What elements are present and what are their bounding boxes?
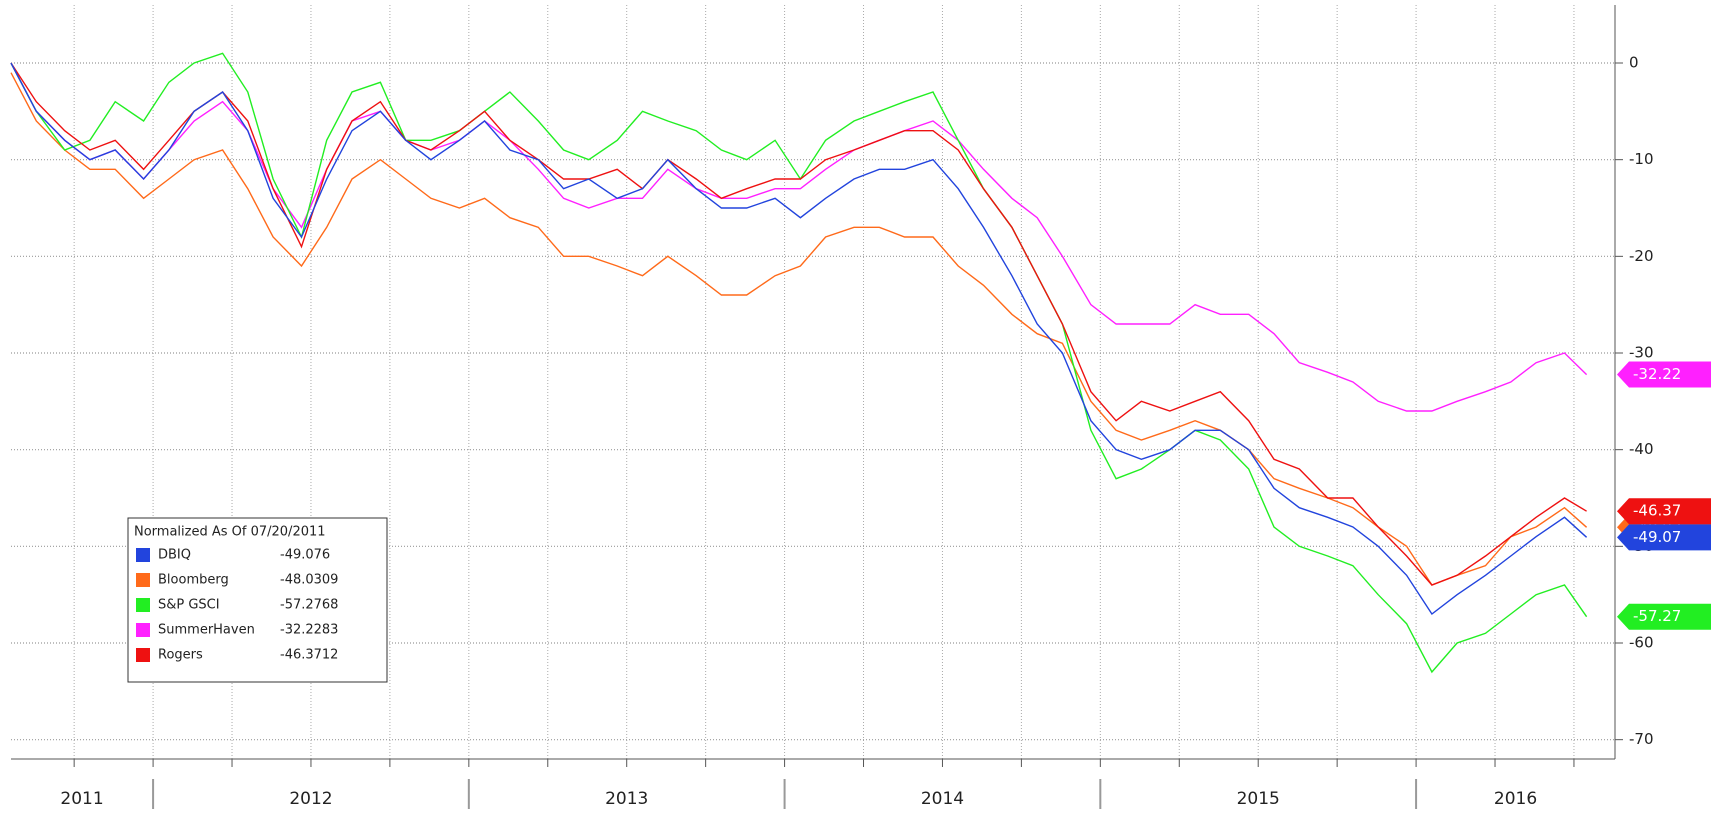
- legend-swatch: [136, 548, 150, 562]
- end-tag-box: [1617, 603, 1711, 630]
- legend-box: [127, 517, 388, 683]
- legend-swatch: [136, 648, 150, 662]
- end-tag: -57.27: [1617, 603, 1711, 630]
- line-series: [10, 62, 1588, 412]
- line-series: [10, 62, 1587, 586]
- legend-value: -57.2768: [280, 598, 338, 613]
- end-tag-label: -57.27: [1633, 607, 1681, 625]
- x-tick-label: 2011: [60, 789, 103, 809]
- end-tag-box: [1617, 361, 1711, 388]
- legend-label: Rogers: [158, 648, 203, 663]
- legend-label: SummerHaven: [158, 623, 255, 638]
- y-tick-label: -60: [1629, 634, 1654, 652]
- legend-label: S&P GSCI: [158, 598, 220, 613]
- legend-value: -46.3712: [280, 648, 338, 663]
- legend-value: -49.076: [280, 548, 330, 563]
- legend-swatch: [136, 623, 150, 637]
- end-tag: -49.07: [1617, 524, 1711, 551]
- line-series: [10, 62, 1588, 616]
- end-tag: -46.37: [1617, 498, 1711, 525]
- y-tick-label: 0: [1629, 54, 1639, 72]
- x-tick-label: 2014: [921, 789, 964, 809]
- y-tick-label: -30: [1629, 344, 1654, 362]
- line-series: [10, 72, 1588, 586]
- end-tag: -32.22: [1617, 361, 1711, 388]
- x-tick-label: 2015: [1237, 789, 1280, 809]
- legend-swatch: [136, 598, 150, 612]
- x-tick-label: 2016: [1494, 789, 1537, 809]
- legend-label: Bloomberg: [158, 573, 229, 588]
- end-tag-box: [1617, 524, 1711, 551]
- x-tick-label: 2013: [605, 789, 648, 809]
- legend-value: -48.0309: [280, 573, 338, 588]
- legend-title: Normalized As Of 07/20/2011: [134, 525, 326, 540]
- legend-label: DBIQ: [158, 548, 191, 563]
- end-tag-box: [1617, 498, 1711, 525]
- y-tick-label: -10: [1629, 150, 1654, 168]
- end-tag-label: -49.07: [1633, 528, 1681, 546]
- end-tag-label: -32.22: [1633, 365, 1681, 383]
- x-tick-label: 2012: [289, 789, 332, 809]
- end-tag-label: -46.37: [1633, 502, 1681, 520]
- legend-value: -32.2283: [280, 623, 338, 638]
- y-tick-label: -20: [1629, 247, 1654, 265]
- legend-swatch: [136, 573, 150, 587]
- y-tick-label: -70: [1629, 730, 1654, 748]
- y-tick-label: -40: [1629, 440, 1654, 458]
